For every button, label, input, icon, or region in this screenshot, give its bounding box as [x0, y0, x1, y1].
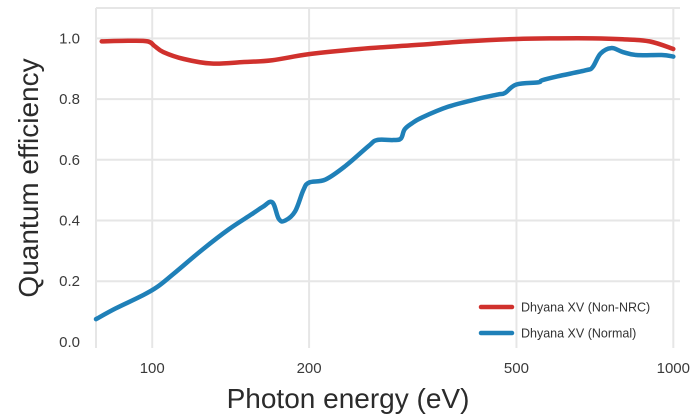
x-tick-label: 500: [504, 360, 529, 377]
plot-background: [96, 8, 680, 348]
series-lines: [93, 36, 676, 322]
x-tick-label: 200: [297, 360, 322, 377]
series-line-normal: [93, 45, 676, 322]
y-axis-title: Quantum efficiency: [13, 58, 44, 297]
y-tick-label: 0.2: [59, 273, 80, 290]
y-tick-label: 0.6: [59, 152, 80, 169]
y-tick-label: 0.4: [59, 213, 80, 230]
x-tick-label: 1000: [657, 360, 690, 377]
x-tick-label: 100: [140, 360, 165, 377]
legend-label-non-nrc: Dhyana XV (Non-NRC): [521, 301, 650, 315]
legend: Dhyana XV (Non-NRC) Dhyana XV (Normal): [478, 301, 650, 341]
y-tick-label: 1.0: [59, 30, 80, 47]
tick-labels: 100 200 500 1000 0.0 0.2 0.4 0.6 0.8 1.0: [59, 30, 690, 377]
y-tick-label: 0.8: [59, 91, 80, 108]
series-line-non-nrc: [99, 36, 676, 66]
legend-label-normal: Dhyana XV (Normal): [521, 327, 636, 341]
y-tick-label: 0.0: [59, 334, 80, 351]
x-axis-title: Photon energy (eV): [227, 383, 470, 414]
